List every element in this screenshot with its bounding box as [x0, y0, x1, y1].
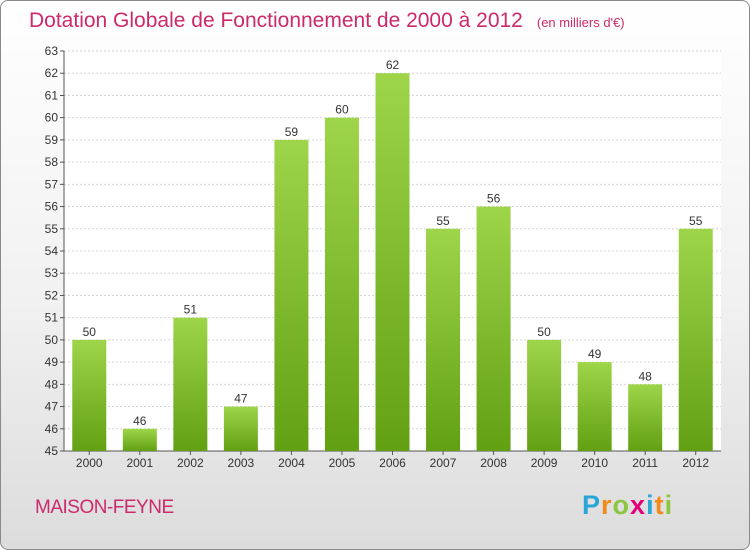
y-tick-label: 60 [45, 111, 59, 125]
y-tick-label: 49 [45, 355, 59, 369]
y-tick-label: 61 [45, 88, 59, 102]
y-tick-label: 53 [45, 266, 59, 280]
x-tick-label: 2001 [126, 456, 153, 470]
y-tick-label: 58 [45, 155, 59, 169]
x-tick-label: 2004 [278, 456, 305, 470]
bar-value-label: 49 [588, 347, 602, 361]
bar [122, 428, 157, 451]
bar [72, 339, 107, 451]
bar [173, 317, 208, 451]
bar-value-label: 55 [436, 214, 450, 228]
y-tick-label: 48 [45, 377, 59, 391]
x-tick-label: 2007 [430, 456, 457, 470]
y-tick-label: 57 [45, 177, 59, 191]
commune-name: MAISON-FEYNE [35, 497, 174, 518]
x-tick-label: 2009 [531, 456, 558, 470]
y-tick-label: 56 [45, 200, 59, 214]
bar [274, 139, 309, 451]
y-tick-label: 62 [45, 66, 59, 80]
y-tick-label: 59 [45, 133, 59, 147]
y-tick-label: 54 [45, 244, 59, 258]
x-tick-label: 2008 [480, 456, 507, 470]
y-tick-label: 51 [45, 311, 59, 325]
x-tick-label: 2005 [329, 456, 356, 470]
bar [426, 228, 461, 451]
y-tick-label: 47 [45, 400, 59, 414]
logo-letter: i [646, 490, 655, 520]
chart-title: Dotation Globale de Fonctionnement de 20… [29, 9, 625, 33]
logo-letter: i [664, 490, 674, 520]
bar-value-label: 46 [133, 414, 147, 428]
logo-letter: t [654, 490, 665, 520]
bar [678, 228, 713, 451]
bar-value-label: 60 [335, 103, 349, 117]
bar [577, 362, 612, 451]
y-tick-label: 63 [45, 44, 59, 58]
x-tick-label: 2003 [228, 456, 255, 470]
bar-value-label: 56 [487, 192, 501, 206]
unit-note: (en milliers d'€) [536, 15, 625, 30]
bar-value-label: 55 [689, 214, 703, 228]
bar-value-label: 47 [234, 392, 248, 406]
bar [375, 73, 410, 451]
logo-letter: o [612, 490, 631, 520]
bar [527, 339, 562, 451]
proxiti-logo: Proxiti [582, 490, 673, 521]
bar-value-label: 48 [639, 369, 653, 383]
bar-value-label: 62 [386, 58, 400, 72]
bar-value-label: 50 [83, 325, 97, 339]
bar [628, 384, 663, 451]
y-tick-label: 50 [45, 333, 59, 347]
logo-letter: x [630, 490, 647, 520]
bar [223, 406, 258, 451]
x-tick-label: 2010 [581, 456, 608, 470]
bar-value-label: 59 [285, 125, 299, 139]
x-tick-label: 2011 [632, 456, 658, 470]
bar [476, 206, 511, 451]
bar-value-label: 50 [537, 325, 551, 339]
y-tick-label: 45 [45, 444, 59, 458]
bar [324, 117, 359, 452]
bar-value-label: 51 [184, 303, 198, 317]
x-tick-label: 2012 [682, 456, 709, 470]
y-tick-label: 52 [45, 288, 59, 302]
logo-letter: P [582, 490, 602, 520]
x-tick-label: 2002 [177, 456, 204, 470]
x-tick-label: 2006 [379, 456, 406, 470]
x-tick-label: 2000 [76, 456, 103, 470]
y-tick-label: 55 [45, 222, 59, 236]
logo-letter: r [601, 490, 613, 520]
y-tick-label: 46 [45, 422, 59, 436]
title-text: Dotation Globale de Fonctionnement de 20… [29, 9, 523, 32]
